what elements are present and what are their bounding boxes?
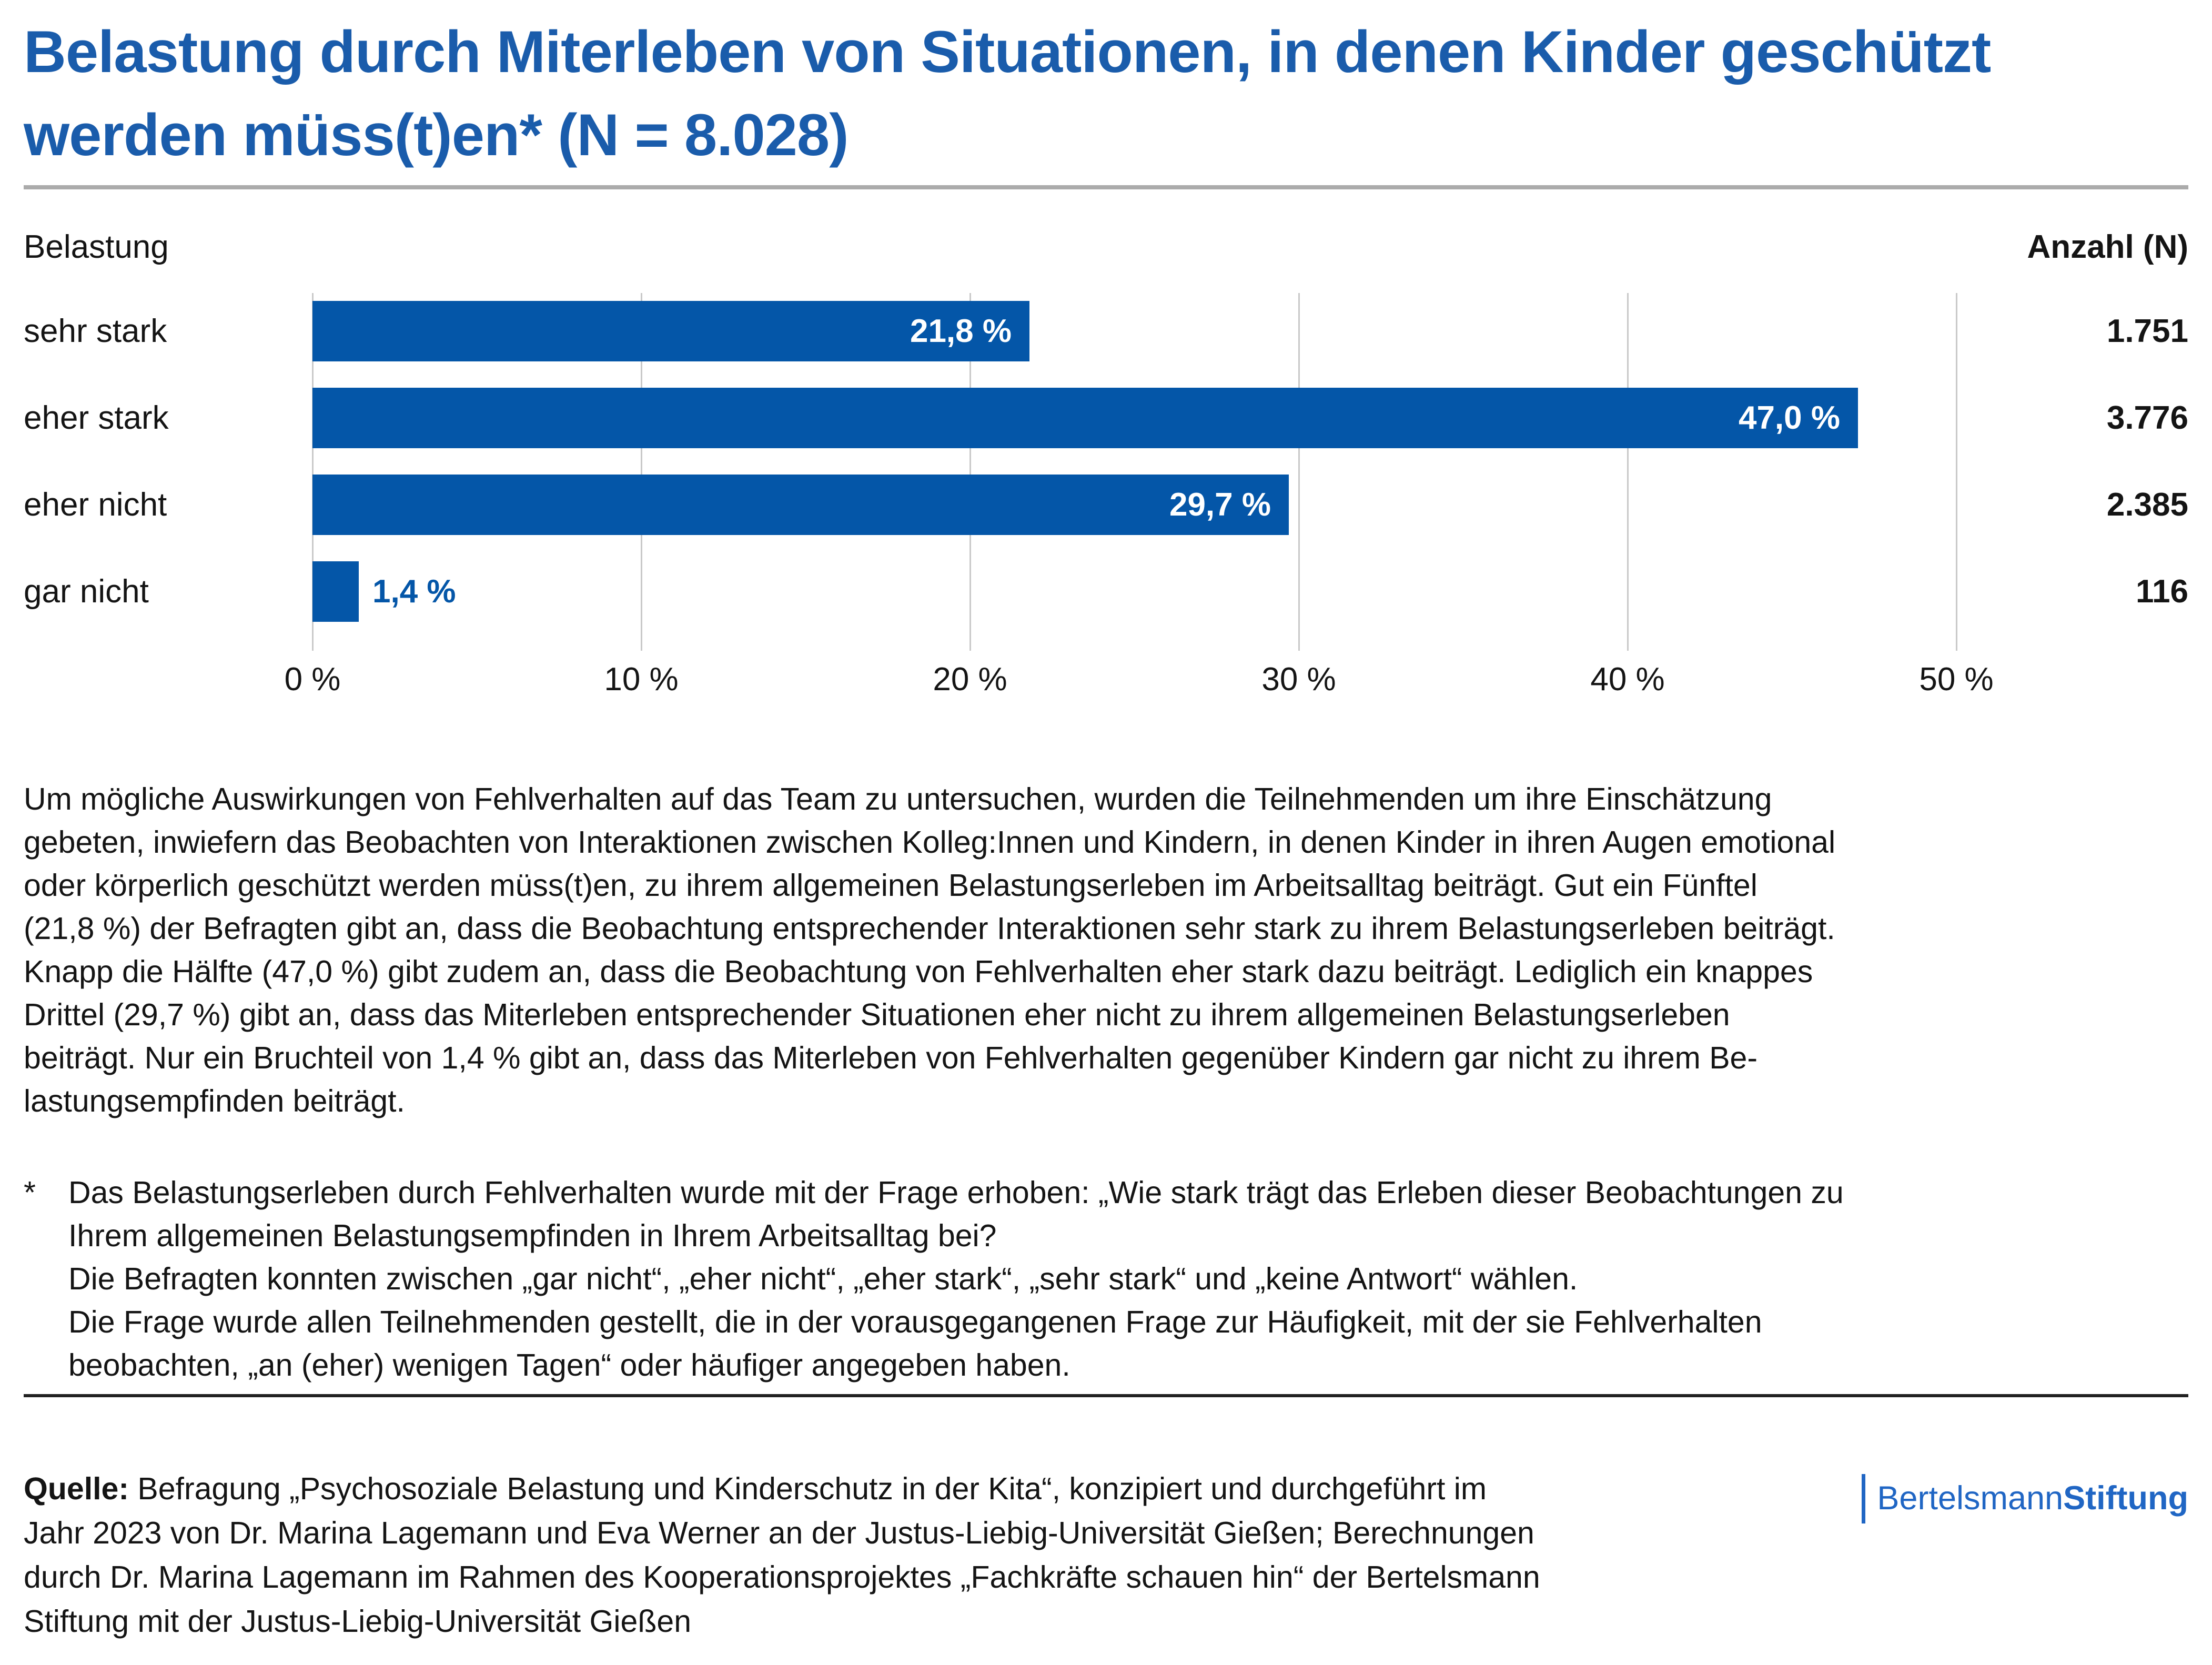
chart-row-gar-nicht: gar nicht 1,4 % 116 <box>0 561 2212 622</box>
count-value: 116 <box>2135 573 2188 610</box>
axis-header-anzahl: Anzahl (N) <box>2027 229 2188 265</box>
x-tick-label-0: 0 % <box>284 661 341 698</box>
bar-value-label: 47,0 % <box>1738 400 1840 436</box>
footnote-asterisk: * <box>24 1175 36 1210</box>
count-value: 3.776 <box>2106 400 2188 436</box>
category-label: eher stark <box>24 400 169 436</box>
bar-value-label: 1,4 % <box>372 573 456 610</box>
title-divider <box>24 185 2188 189</box>
category-label: eher nicht <box>24 487 167 523</box>
gridline-0pct <box>312 293 314 651</box>
bar-value-label: 29,7 % <box>1169 487 1271 523</box>
chart-row-eher-nicht: eher nicht 29,7 % 2.385 <box>0 475 2212 535</box>
page-title: Belastung durch Miterleben von Situation… <box>24 19 1991 168</box>
count-value: 1.751 <box>2106 313 2188 349</box>
x-tick-label-40: 40 % <box>1590 661 1665 698</box>
chart-row-eher-stark: eher stark 47,0 % 3.776 <box>0 388 2212 448</box>
source-divider <box>24 1394 2188 1397</box>
x-tick-label-20: 20 % <box>933 661 1007 698</box>
body-paragraph: Um mögliche Auswirkungen von Fehlverhalt… <box>24 782 1836 1118</box>
gridline-20pct <box>969 293 971 651</box>
gridline-50pct <box>1956 293 1957 651</box>
axis-header-belastung: Belastung <box>24 229 169 265</box>
source-label: Quelle: <box>24 1471 129 1506</box>
source-text: Befragung „Psychosoziale Belastung und K… <box>24 1471 1540 1639</box>
count-value: 2.385 <box>2106 487 2188 523</box>
gridline-30pct <box>1298 293 1300 651</box>
bar-gar-nicht: 1,4 % <box>312 561 456 622</box>
footnote: * Das Belastungserleben durch Fehlverhal… <box>24 1171 2191 1387</box>
x-tick-label-50: 50 % <box>1919 661 1994 698</box>
footnote-text: Das Belastungserleben durch Fehlverhalte… <box>68 1175 1844 1383</box>
gridline-40pct <box>1627 293 1629 651</box>
bar-value-label: 21,8 % <box>910 313 1012 349</box>
bar-eher-nicht: 29,7 % <box>312 475 1289 535</box>
category-label: gar nicht <box>24 573 149 610</box>
bertelsmann-stiftung-logo: BertelsmannStiftung <box>1862 1473 2188 1523</box>
source-note: Quelle: Befragung „Psychosoziale Belastu… <box>24 1467 1854 1643</box>
x-tick-label-10: 10 % <box>604 661 679 698</box>
gridline-10pct <box>641 293 642 651</box>
logo-vertical-bar-icon <box>1862 1474 1866 1523</box>
bar-sehr-stark: 21,8 % <box>312 301 1029 361</box>
category-label: sehr stark <box>24 313 167 349</box>
logo-wordmark: BertelsmannStiftung <box>1877 1473 2188 1523</box>
bar-eher-stark: 47,0 % <box>312 388 1858 448</box>
chart-row-sehr-stark: sehr stark 21,8 % 1.751 <box>0 301 2212 361</box>
logo-part-bertelsmann: Bertelsmann <box>1877 1480 2064 1517</box>
x-tick-label-30: 30 % <box>1261 661 1336 698</box>
logo-part-stiftung: Stiftung <box>2063 1480 2188 1517</box>
